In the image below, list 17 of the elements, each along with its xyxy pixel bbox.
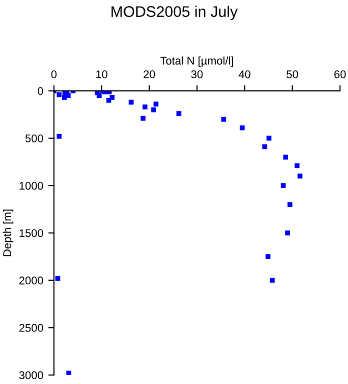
y-tick-label: 1500 — [20, 229, 44, 238]
y-tick-label: 2500 — [19, 324, 44, 332]
y-tick-label: 0 — [38, 87, 44, 95]
y-tick-label: 500 — [25, 134, 44, 142]
y-tick-label: 3000 — [19, 371, 44, 380]
x-tick-label: 20 — [144, 70, 156, 78]
x-tick-label: 0 — [51, 70, 57, 78]
y-tick-label: 1000 — [20, 182, 44, 190]
x-tick-label: 10 — [96, 70, 108, 78]
x-tick-label: 30 — [191, 70, 203, 78]
x-tick-label: 60 — [334, 70, 346, 78]
x-tick-label: 40 — [238, 70, 250, 78]
x-axis-title: Total N [µmol/l] — [160, 56, 234, 67]
y-axis-title: Depth [m] — [2, 210, 14, 256]
chart-title: MODS2005 in July — [112, 6, 238, 20]
y-tick-label: 2000 — [19, 276, 44, 284]
x-tick-label: 50 — [286, 70, 298, 78]
